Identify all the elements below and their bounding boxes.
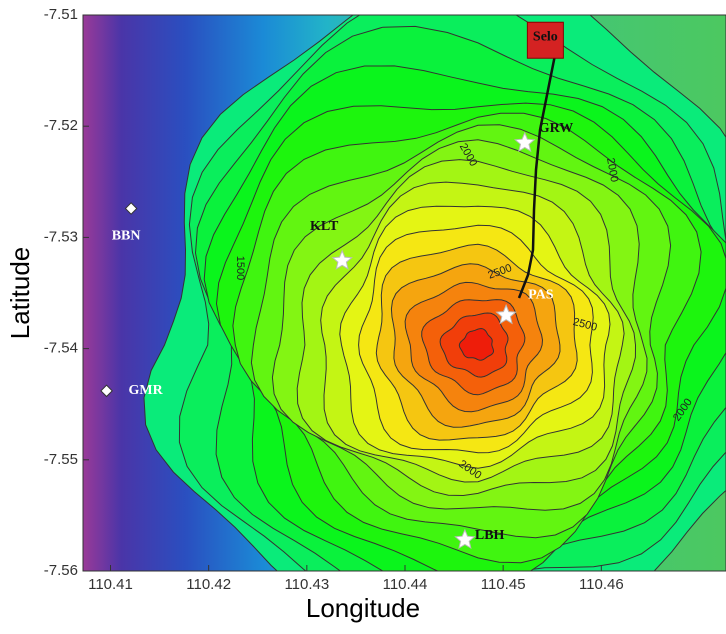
station-label: PAS <box>528 287 554 302</box>
terrain <box>83 0 726 611</box>
station-label: GRW <box>539 121 574 136</box>
contour-label: 1500 <box>234 256 246 280</box>
x-tick-label: 110.46 <box>579 576 624 593</box>
station-label: Selo <box>533 29 558 44</box>
y-tick-label: -7.55 <box>44 451 78 468</box>
station-label: GMR <box>129 383 164 398</box>
x-axis-label: Longitude <box>306 593 420 623</box>
x-tick-label: 110.41 <box>88 576 133 593</box>
x-tick-label: 110.42 <box>186 576 231 593</box>
station-label: LBH <box>475 528 505 543</box>
y-tick-label: -7.56 <box>44 562 78 579</box>
x-tick-label: 110.43 <box>284 576 329 593</box>
station-label: BBN <box>112 229 141 244</box>
y-tick-label: -7.53 <box>44 228 78 245</box>
y-axis-label: Latitude <box>5 247 35 340</box>
x-tick-label: 110.44 <box>383 576 428 593</box>
x-tick-label: 110.45 <box>481 576 526 593</box>
y-tick-label: -7.54 <box>44 340 78 357</box>
station-label: KLT <box>310 219 339 234</box>
y-tick-label: -7.51 <box>44 6 78 23</box>
y-tick-label: -7.52 <box>44 117 78 134</box>
